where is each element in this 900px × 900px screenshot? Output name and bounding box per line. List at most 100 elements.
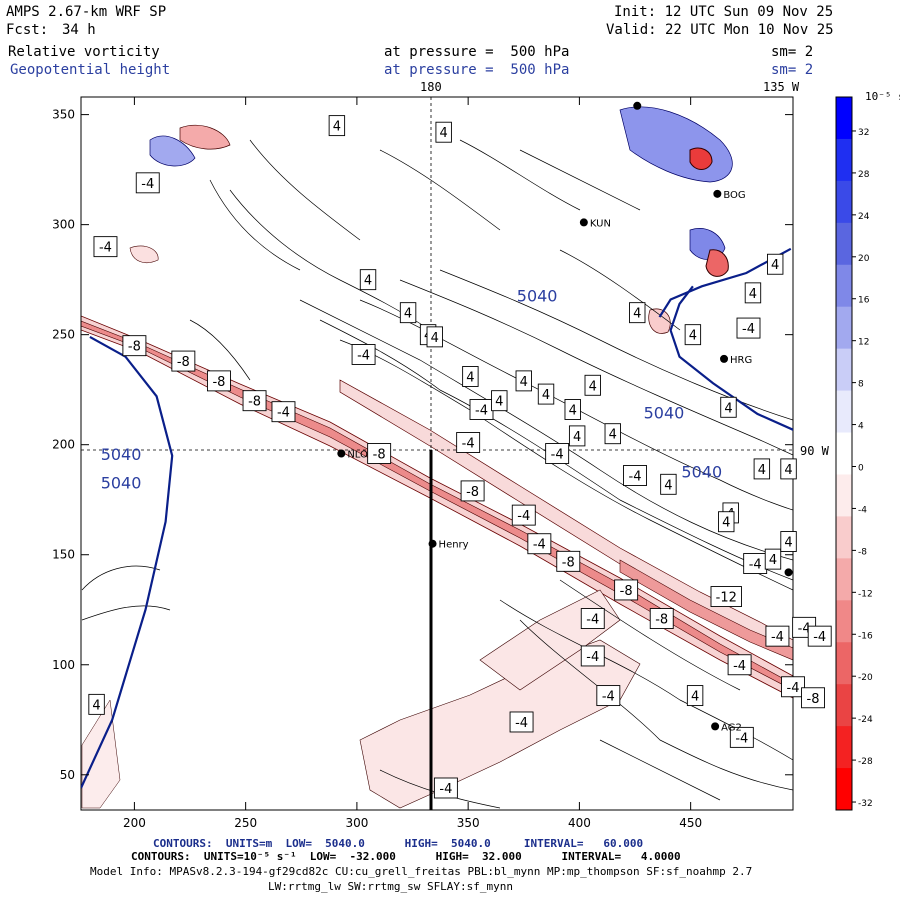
- vorticity-label: -4: [580, 645, 605, 667]
- vorticity-label: -4: [743, 553, 768, 574]
- lon-90w-label: 90 W: [800, 444, 829, 458]
- vorticity-label: -4: [511, 504, 536, 526]
- station-marker: [633, 101, 642, 110]
- svg-text:-4: -4: [357, 348, 370, 363]
- station-marker: HRG: [720, 354, 752, 366]
- vorticity-blob-sw: [81, 699, 121, 809]
- station-marker: NLO: [337, 449, 368, 461]
- init-time: Init: 12 UTC Sun 09 Nov 25: [614, 4, 834, 20]
- vorticity-band-core: [81, 320, 793, 691]
- x-tick-label: 250: [234, 816, 257, 830]
- vorticity-label: 4: [435, 121, 452, 143]
- vorticity-label: -4: [727, 654, 752, 676]
- svg-text:-4: -4: [551, 448, 564, 463]
- svg-text:4: 4: [404, 307, 412, 322]
- station-marker: Henry: [428, 539, 469, 551]
- x-tick-label: 450: [679, 816, 702, 830]
- colorbar-level: 20: [858, 254, 870, 264]
- footer-vorticity-contours: CONTOURS: UNITS=10⁻⁵ s⁻¹ LOW= -32.000 HI…: [131, 850, 681, 863]
- svg-text:-8: -8: [807, 692, 820, 707]
- y-tick-label: 350: [52, 108, 75, 122]
- svg-text:AG2: AG2: [721, 722, 742, 733]
- colorbar-level: -4: [858, 505, 867, 515]
- colorbar-segment: [836, 432, 852, 475]
- station-marker: AG2: [711, 722, 742, 733]
- svg-text:-4: -4: [787, 681, 800, 696]
- x-tick-label: 300: [345, 816, 368, 830]
- colorbar-level: 12: [858, 338, 869, 348]
- vorticity-label: 4: [764, 548, 782, 570]
- vorticity-label: 4: [462, 366, 479, 387]
- svg-text:4: 4: [722, 516, 730, 531]
- vorticity-pink-n2: [648, 308, 671, 334]
- svg-text:-4: -4: [533, 538, 546, 553]
- svg-text:KUN: KUN: [590, 218, 611, 229]
- colorbar-segment: [836, 600, 852, 643]
- field-vorticity: Relative vorticity: [8, 44, 160, 60]
- colorbar-segment: [836, 768, 852, 811]
- vorticity-label: 4: [767, 253, 784, 275]
- model-title: AMPS 2.67-km WRF SP: [6, 4, 167, 20]
- station-marker: BOG: [713, 189, 746, 201]
- svg-text:-4: -4: [475, 403, 488, 418]
- svg-text:-4: -4: [99, 241, 112, 256]
- svg-text:4: 4: [758, 463, 766, 478]
- colorbar-unit: 10⁻⁵ s⁻¹: [865, 90, 900, 103]
- vorticity-red-ne: [689, 147, 713, 170]
- svg-text:-4: -4: [277, 406, 290, 421]
- vorticity-label: 4: [537, 383, 555, 405]
- vorticity-label: -8: [649, 608, 674, 629]
- vorticity-label: -4: [135, 172, 160, 194]
- colorbar-level: -8: [858, 547, 867, 557]
- svg-text:4: 4: [569, 403, 577, 418]
- svg-text:4: 4: [749, 287, 757, 302]
- svg-text:NLO: NLO: [347, 450, 368, 461]
- svg-text:-8: -8: [655, 613, 668, 628]
- vorticity-label: 4: [584, 374, 601, 396]
- vorticity-label: -4: [351, 344, 376, 365]
- colorbar-level: 4: [858, 422, 864, 432]
- svg-text:-8: -8: [212, 375, 225, 390]
- colorbar-level: -12: [858, 589, 873, 599]
- vorticity-label: 4: [629, 302, 646, 324]
- colorbar-segment: [836, 390, 852, 434]
- colorbar-level: 16: [858, 296, 870, 306]
- plot-frame: [80, 96, 794, 811]
- svg-text:-4: -4: [798, 621, 811, 636]
- vorticity-label: 4: [604, 423, 621, 445]
- vorticity-label: -8: [122, 335, 147, 357]
- pressure-vorticity: at pressure = 500 hPa: [384, 44, 570, 60]
- colorbar-level: -32: [858, 799, 873, 809]
- vorticity-label: -12: [710, 586, 742, 607]
- colorbar-frame: [835, 96, 853, 811]
- vorticity-label: -8: [801, 687, 825, 709]
- vorticity-label: -4: [456, 432, 481, 453]
- vorticity-label: 4: [515, 370, 532, 392]
- y-tick-label: 50: [60, 768, 75, 782]
- svg-text:4: 4: [689, 329, 697, 344]
- svg-text:-4: -4: [735, 731, 748, 746]
- svg-text:4: 4: [573, 430, 581, 445]
- vorticity-label: 4: [359, 269, 377, 291]
- vorticity-label: -4: [527, 533, 552, 555]
- vorticity-label: 4: [718, 511, 735, 533]
- vorticity-label: -4: [433, 777, 458, 799]
- smoothing-vorticity: sm= 2: [771, 44, 814, 60]
- colorbar-level: -16: [858, 631, 873, 641]
- vorticity-label: 4: [686, 685, 704, 707]
- vorticity-band-second: [339, 379, 793, 659]
- vorticity-label: 4: [684, 324, 702, 346]
- footer-model-info: Model Info: MPASv8.2.3-194-gf29cd82c CU:…: [90, 865, 753, 878]
- svg-text:4: 4: [431, 331, 439, 346]
- vorticity-label: -4: [596, 685, 621, 707]
- vorticity-label: -8: [556, 550, 581, 572]
- colorbar-level: 32: [858, 128, 869, 138]
- colorbar-level: 0: [858, 464, 864, 474]
- colorbar-level: -28: [858, 757, 873, 767]
- vorticity-label: -4: [623, 465, 647, 486]
- colorbar-segment: [836, 726, 852, 769]
- svg-text:-4: -4: [141, 177, 154, 192]
- field-geopotential: Geopotential height: [10, 62, 171, 78]
- colorbar-segment: [836, 642, 852, 685]
